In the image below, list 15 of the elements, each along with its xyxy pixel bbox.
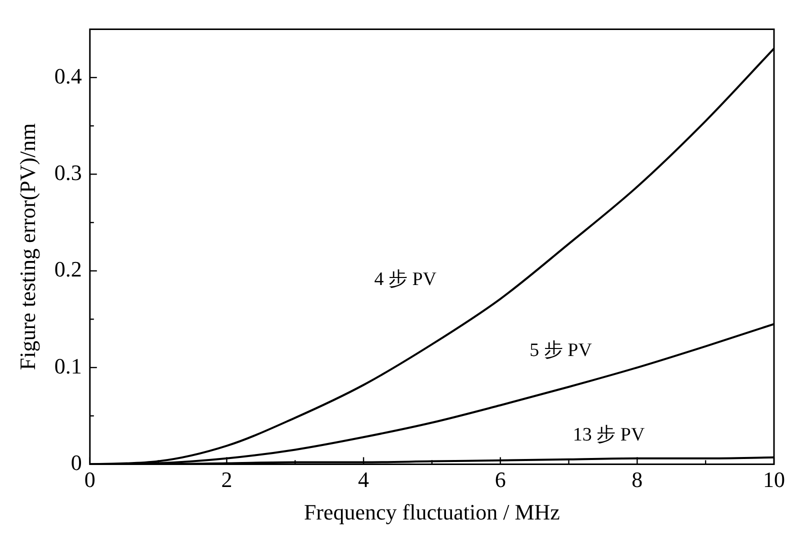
text: 4 步 PV [374, 268, 437, 290]
y-axis-title: Figure testing error(PV)/nm [14, 123, 40, 370]
y-tick-label: 0.2 [54, 256, 82, 282]
x-tick-label: 8 [632, 467, 643, 492]
y-tick-label: 0.4 [54, 63, 82, 88]
x-tick-label: 2 [221, 467, 232, 492]
x-tick-label: 4 [358, 467, 370, 492]
y-tick-label: 0 [70, 450, 82, 475]
series-label: 13 步 PV [572, 424, 645, 446]
x-tick-label: 6 [494, 467, 506, 492]
x-tick-label: 10 [763, 467, 785, 492]
y-tick-label: 0.1 [54, 353, 82, 378]
series-label: 5 步 PV [530, 340, 592, 361]
x-axis-title: Frequency fluctuation / MHz [304, 500, 560, 525]
y-tick-label: 0.3 [54, 160, 82, 185]
